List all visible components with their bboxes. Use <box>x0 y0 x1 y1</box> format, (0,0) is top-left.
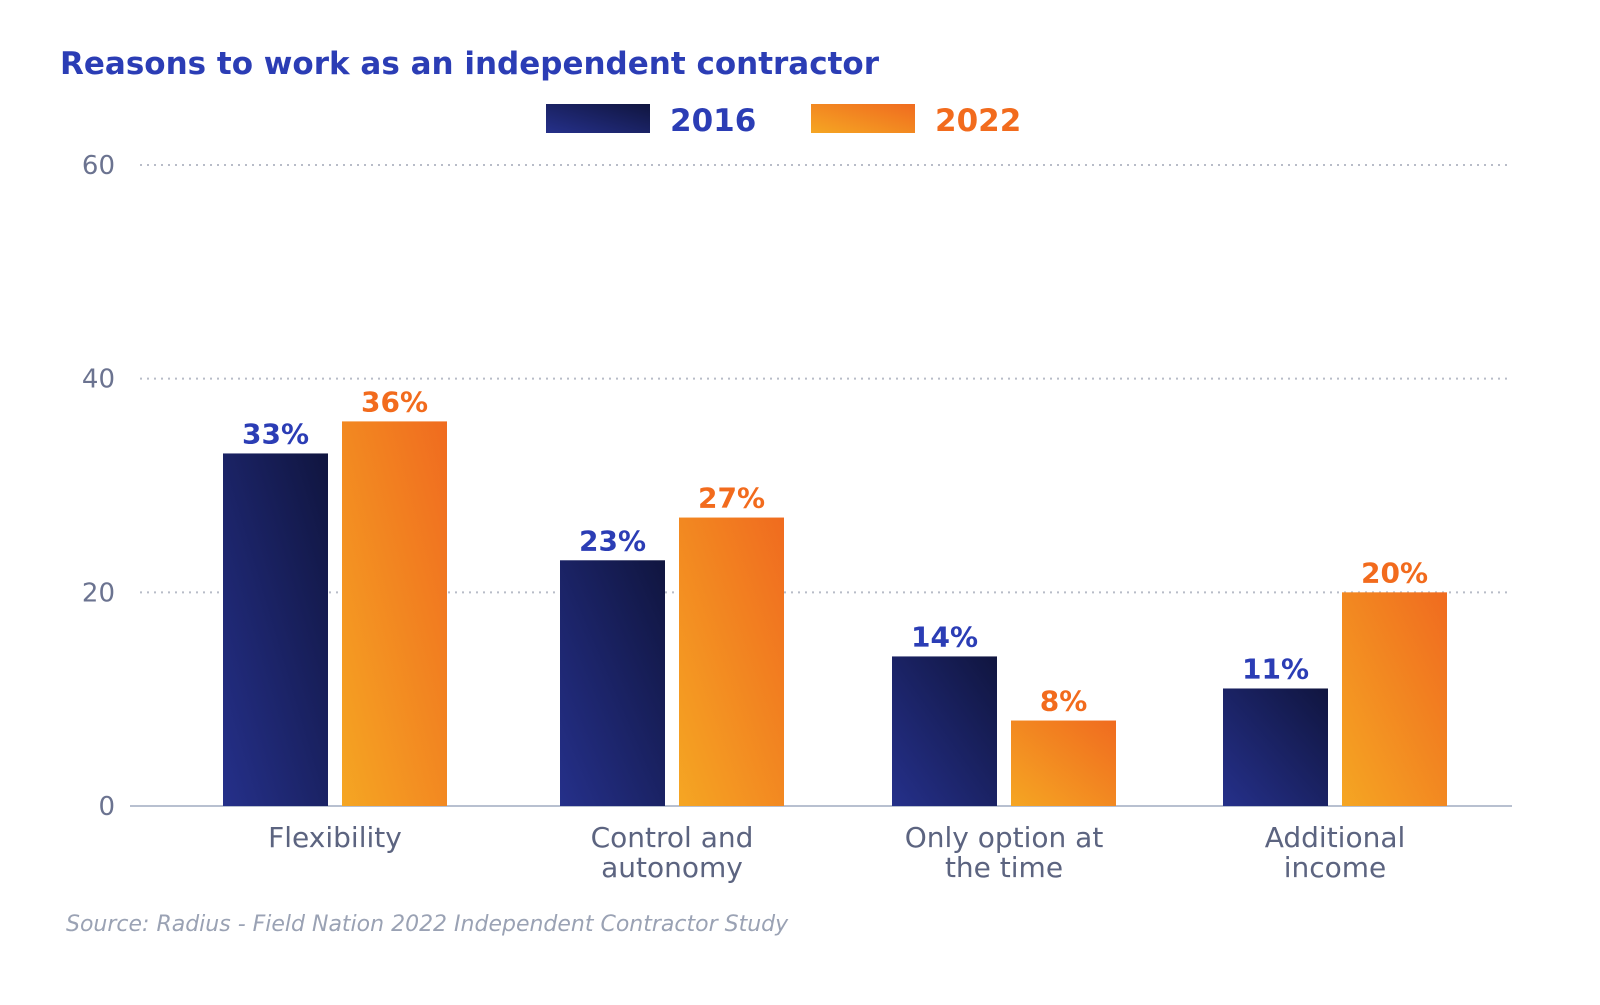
x-category-label: Control and <box>591 821 754 854</box>
y-tick-label: 0 <box>98 792 115 822</box>
bar-2022 <box>1011 720 1116 806</box>
x-category-label: autonomy <box>601 851 743 884</box>
data-label: 36% <box>361 385 428 418</box>
x-category-label: the time <box>945 851 1063 884</box>
bar-2022 <box>679 517 784 806</box>
data-label: 33% <box>242 417 309 450</box>
legend-label: 2016 <box>670 103 756 139</box>
data-label: 20% <box>1361 556 1428 589</box>
x-category-label: income <box>1284 851 1387 884</box>
data-label: 8% <box>1040 685 1088 718</box>
y-tick-label: 40 <box>82 365 115 395</box>
legend-swatch-2022 <box>811 104 915 133</box>
bar-2022 <box>342 421 447 806</box>
y-tick-label: 20 <box>82 578 115 608</box>
data-label: 27% <box>698 482 765 515</box>
legend-swatch-2016 <box>546 104 650 133</box>
chart-title: Reasons to work as an independent contra… <box>60 46 880 82</box>
bar-2016 <box>223 453 328 806</box>
bar-2022 <box>1342 592 1447 806</box>
data-label: 23% <box>579 524 646 557</box>
data-label: 14% <box>911 620 978 653</box>
x-category-label: Additional <box>1265 821 1406 854</box>
bar-2016 <box>892 656 997 806</box>
source-note: Source: Radius - Field Nation 2022 Indep… <box>66 912 789 937</box>
x-category-label: Only option at <box>905 821 1104 854</box>
data-label: 11% <box>1242 652 1309 685</box>
bar-2016 <box>1223 688 1328 806</box>
y-tick-label: 60 <box>82 151 115 181</box>
legend-label: 2022 <box>935 103 1021 139</box>
bar-2016 <box>560 560 665 806</box>
x-category-label: Flexibility <box>268 821 402 854</box>
